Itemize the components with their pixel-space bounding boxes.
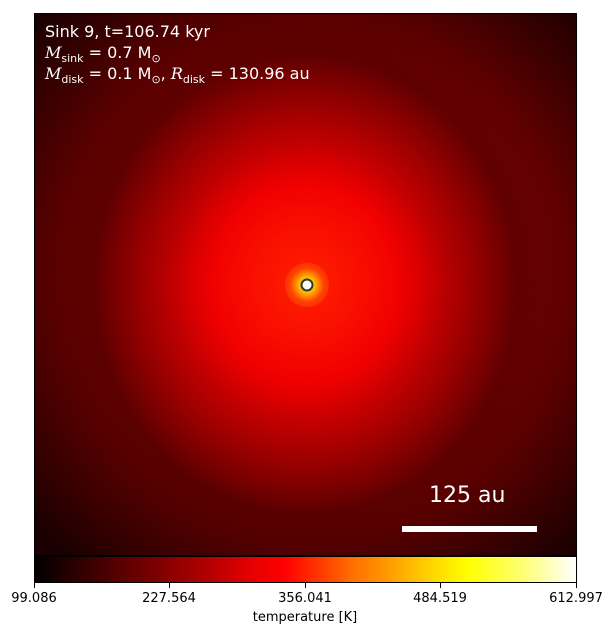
separator: , <box>160 64 171 83</box>
colorbar-tick <box>440 583 441 588</box>
disk-radius-value: = 130.96 au <box>205 64 310 83</box>
sink-mass-unit: ⊙ <box>151 52 161 66</box>
colorbar-tick-label: 612.997 <box>549 591 603 606</box>
disk-mass-subscript: disk <box>61 73 84 87</box>
map-title: Sink 9, t=106.74 kyr <box>45 22 210 41</box>
colorbar-tick-label: 356.041 <box>278 591 332 606</box>
disk-radius-symbol: R <box>170 64 183 83</box>
colorbar-tick <box>305 583 306 588</box>
scale-bar <box>402 526 537 532</box>
colorbar-tick <box>34 583 35 588</box>
disk-mass-symbol: M <box>45 64 62 83</box>
disk-params-label: Mdisk = 0.1 M⊙, Rdisk = 130.96 au <box>45 64 310 90</box>
sink-mass-symbol: M <box>45 43 62 62</box>
colorbar-label: temperature [K] <box>252 610 358 625</box>
colorbar-tick <box>576 583 577 588</box>
scale-bar-label: 125 au <box>429 483 506 508</box>
colorbar <box>34 556 577 583</box>
colorbar-tick-label: 227.564 <box>142 591 196 606</box>
temperature-map: Sink 9, t=106.74 kyr Msink = 0.7 M⊙ Mdis… <box>34 13 577 556</box>
sink-mass-value: = 0.7 M <box>83 43 152 62</box>
disk-radius-subscript: disk <box>182 73 206 87</box>
colorbar-tick-label: 484.519 <box>413 591 467 606</box>
sink-mass-label: Msink = 0.7 M⊙ <box>45 43 161 69</box>
sink-mass-subscript: sink <box>61 52 84 66</box>
disk-mass-value: = 0.1 M <box>83 64 152 83</box>
sink-marker <box>300 278 314 292</box>
colorbar-tick <box>169 583 170 588</box>
colorbar-tick-label: 99.086 <box>11 591 57 606</box>
disk-mass-unit: ⊙ <box>151 73 161 87</box>
